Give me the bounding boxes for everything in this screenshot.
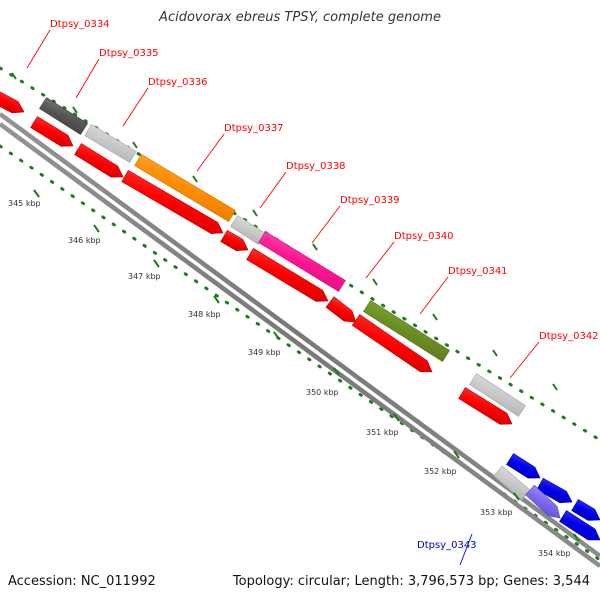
leader-line-4 xyxy=(196,133,225,172)
leader-line-8 xyxy=(419,276,449,315)
gene-label-1: Dtpsy_0334 xyxy=(50,19,110,30)
upper-tick-8 xyxy=(432,313,438,321)
backbone-shade-2 xyxy=(0,122,600,568)
leader-line-7 xyxy=(365,241,395,279)
upper-tick-4 xyxy=(192,175,198,183)
gene-feature-13 xyxy=(246,247,329,302)
gene-feature-11 xyxy=(121,169,224,234)
backbone-shade-1 xyxy=(0,112,600,558)
upper-tick-7 xyxy=(372,278,378,286)
gene-feature-20 xyxy=(525,484,561,519)
gene-label-2: Dtpsy_0335 xyxy=(99,48,159,59)
leader-line-5 xyxy=(259,171,287,209)
upper-tick-10 xyxy=(552,383,558,391)
gene-feature-17 xyxy=(506,453,541,479)
scale-label-9: 353 kbp xyxy=(480,508,513,517)
upper-tick-5 xyxy=(252,209,258,217)
gene-feature-18 xyxy=(536,477,573,504)
scale-tick-7 xyxy=(393,413,400,422)
gene-label-4: Dtpsy_0337 xyxy=(224,123,284,134)
leader-line-2 xyxy=(75,58,100,99)
leader-line-1 xyxy=(26,29,51,69)
upper-tick-1 xyxy=(11,72,17,80)
gene-feature-2 xyxy=(39,97,88,135)
scale-tick-2 xyxy=(93,224,100,233)
upper-tick-6 xyxy=(312,243,318,251)
scale-ticks xyxy=(11,72,580,542)
scale-tick-10 xyxy=(573,533,580,542)
leader-line-10 xyxy=(459,533,473,566)
scale-tick-5 xyxy=(273,331,280,340)
scale-label-2: 346 kbp xyxy=(68,236,101,245)
label-leader-lines xyxy=(26,29,540,566)
gene-feature-1 xyxy=(0,91,25,114)
gene-feature-14 xyxy=(325,296,357,323)
gene-label-6: Dtpsy_0339 xyxy=(340,195,400,206)
scale-label-3: 347 kbp xyxy=(128,272,161,281)
scale-tick-6 xyxy=(333,367,340,376)
genome-summary-text: Topology: circular; Length: 3,796,573 bp… xyxy=(232,574,590,589)
leader-line-3 xyxy=(122,87,149,127)
scale-tick-4 xyxy=(213,295,220,304)
gene-feature-16 xyxy=(458,387,513,425)
leader-line-9 xyxy=(509,341,540,379)
scale-tick-1 xyxy=(33,189,40,198)
gene-feature-22 xyxy=(571,498,600,521)
gene-feature-6 xyxy=(258,231,346,292)
gene-feature-12 xyxy=(220,229,249,252)
gene-features xyxy=(0,91,600,541)
scale-label-10: 354 kbp xyxy=(538,549,571,558)
scale-tick-3 xyxy=(153,259,160,268)
scale-tick-8 xyxy=(453,450,460,459)
genome-backbone xyxy=(0,112,600,568)
gene-label-group: Dtpsy_0334 Dtpsy_0335 Dtpsy_0336 Dtpsy_0337… xyxy=(50,19,599,551)
gene-feature-8 xyxy=(468,373,527,417)
scale-label-7: 351 kbp xyxy=(366,428,399,437)
gene-label-3: Dtpsy_0336 xyxy=(148,77,208,88)
gene-feature-10 xyxy=(74,143,124,178)
gene-label-10: Dtpsy_0343 xyxy=(417,540,477,551)
scale-label-6: 350 kbp xyxy=(306,388,339,397)
scale-label-5: 349 kbp xyxy=(248,348,281,357)
gene-feature-7 xyxy=(363,300,450,362)
accession-text: Accession: NC_011992 xyxy=(8,574,156,589)
gene-feature-4 xyxy=(134,153,236,223)
gene-label-8: Dtpsy_0341 xyxy=(448,266,508,277)
gene-feature-3 xyxy=(84,123,137,164)
scale-label-8: 352 kbp xyxy=(424,467,457,476)
gene-label-9: Dtpsy_0342 xyxy=(539,331,599,342)
gene-feature-15 xyxy=(351,314,433,373)
upper-tick-9 xyxy=(492,349,498,357)
upper-tick-3 xyxy=(132,141,138,149)
scale-label-group: 345 kbp 346 kbp 347 kbp 348 kbp 349 kbp 350 k… xyxy=(8,199,571,558)
scale-label-4: 348 kbp xyxy=(188,310,221,319)
gene-label-7: Dtpsy_0340 xyxy=(394,231,454,242)
scale-tick-9 xyxy=(513,492,520,501)
gene-feature-21 xyxy=(559,510,600,541)
leader-line-6 xyxy=(311,205,341,244)
map-title: Acidovorax ebreus TPSY, complete genome xyxy=(159,10,441,25)
dotted-guide-2 xyxy=(0,144,600,562)
upper-tick-2 xyxy=(72,106,78,114)
gene-feature-9 xyxy=(30,116,74,147)
scale-label-1: 345 kbp xyxy=(8,199,41,208)
gene-label-5: Dtpsy_0338 xyxy=(286,161,346,172)
